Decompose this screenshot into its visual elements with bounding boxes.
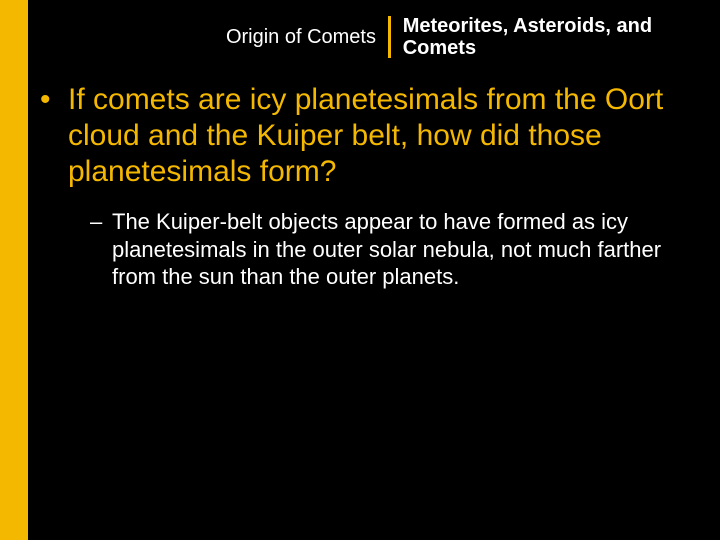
slide-content: • If comets are icy planetesimals from t… — [40, 82, 690, 291]
main-bullet-text: If comets are icy planetesimals from the… — [68, 82, 690, 190]
slide-subtitle: Origin of Comets — [170, 26, 388, 49]
chapter-title: Meteorites, Asteroids, and Comets — [391, 15, 700, 59]
slide-header: Origin of Comets Meteorites, Asteroids, … — [170, 18, 700, 56]
gold-accent-bar — [0, 0, 28, 540]
sub-bullet-item: – The Kuiper-belt objects appear to have… — [90, 208, 690, 291]
main-bullet-item: • If comets are icy planetesimals from t… — [40, 82, 690, 190]
bullet-marker: • — [40, 82, 68, 190]
dash-marker: – — [90, 208, 112, 291]
sub-bullet-text: The Kuiper-belt objects appear to have f… — [112, 208, 690, 291]
